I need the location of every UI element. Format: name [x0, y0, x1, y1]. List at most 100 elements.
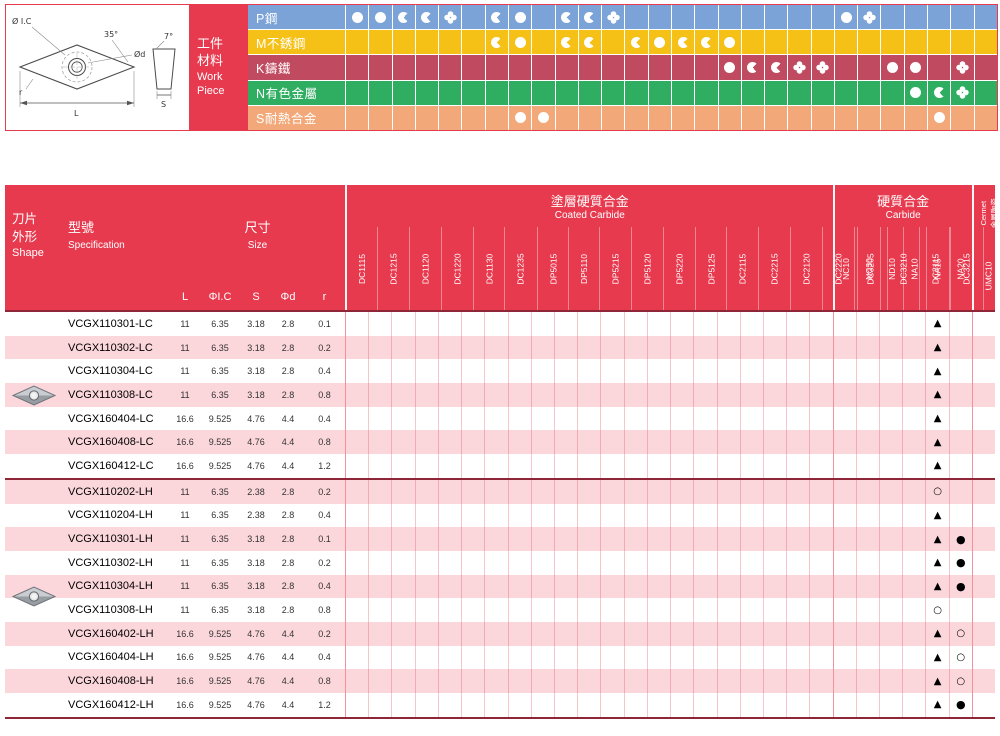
grade-cell-DC1120: [391, 503, 414, 528]
insert-technical-drawing: L Ø I.C 35° Ød r: [6, 5, 190, 130]
grade-cell-DP5120: [553, 621, 577, 646]
mark-triangle: ▲: [933, 365, 942, 377]
grade-cell-NC30: [855, 693, 879, 717]
grade-cell-DP5110: [507, 406, 531, 431]
grade-cell-DP5125: [600, 669, 623, 693]
flower-icon: [956, 61, 969, 74]
shape-cell: [5, 454, 58, 478]
grade-cell-ND10: [879, 430, 902, 455]
grade-cell-DC3220: [809, 598, 832, 622]
grade-cell-DC3215: [786, 430, 809, 455]
grade-cell-DC3115: [762, 527, 786, 551]
grade-cell-DC1120: [391, 527, 414, 551]
grade-cell-DP5215: [530, 312, 554, 336]
grade-cell-DC2215: [646, 669, 670, 693]
grade-cell-DP5015: [484, 527, 507, 551]
grade-cell-DC3215: [786, 669, 809, 693]
mark-triangle: ▲: [933, 318, 942, 330]
empty-cell: [694, 55, 717, 80]
partial-circle-icon: [561, 11, 573, 23]
grade-cell-DC1120: [391, 550, 414, 575]
grade-cell-DP5110: [507, 645, 531, 670]
grade-cell-DC1215: [368, 335, 391, 360]
material-row-M: M不銹鋼: [248, 29, 997, 55]
grade-cell-DC1215: [368, 574, 391, 599]
grade-cell-NA10: [902, 312, 925, 336]
grade-cell-DC2220: [693, 406, 716, 431]
grade-cell-ND10: [879, 383, 902, 407]
dim-cell: 16.6: [176, 652, 194, 663]
grade-column-label: DP5015: [547, 253, 558, 284]
grade-cell-DC3215: [786, 574, 809, 599]
grade-cell-DC1220: [414, 645, 438, 670]
empty-cell: [414, 30, 438, 55]
mark-open-circle: ○: [956, 675, 966, 687]
grade-column-NA20: NA20: [948, 227, 972, 310]
empty-cell: [973, 55, 997, 80]
grade-cell-NA10: [902, 693, 925, 717]
grade-column-DC2220: DC2220: [822, 227, 854, 310]
grade-cell-DC2220: [693, 430, 716, 455]
empty-cell: [345, 55, 368, 80]
grade-cell-DC2215: [646, 335, 670, 360]
flower-icon: [816, 61, 829, 74]
specification-cell: VCGX160408-LC: [68, 436, 154, 449]
table-header: 刀片 外形 Shape 型號 Specification 尺寸 Size L Φ…: [5, 185, 1000, 310]
grade-cell-ND10: [879, 574, 902, 599]
full-circle-icon: [514, 112, 526, 124]
grade-cell-DC1235: [461, 312, 484, 336]
empty-cell: [717, 105, 741, 131]
flower-icon: [444, 10, 457, 24]
table-row-VCGX110304-LH: VCGX110304-LH 11 6.35 3.18 2.8 0.4 ▲ ●: [5, 574, 995, 599]
grade-cell-DC1115: [345, 669, 368, 693]
grade-cell-DP5110: [507, 454, 531, 478]
empty-cell: [507, 80, 531, 105]
grade-cell-DC2115: [623, 550, 647, 575]
grade-cell-DP5110: [507, 550, 531, 575]
grade-column-DC3210: DC3210: [886, 227, 919, 310]
grade-column-NA15: NA15: [925, 227, 949, 310]
grade-cell-DC2120: [670, 598, 693, 622]
grade-cell-DP5215: [530, 645, 554, 670]
empty-cell: [391, 30, 415, 55]
empty-cell: [601, 55, 624, 80]
grade-cell-DC1220: [414, 574, 438, 599]
empty-cell: [647, 80, 671, 105]
grade-cell-DC2215: [646, 574, 670, 599]
grade-cell-NA20: [948, 430, 972, 455]
grade-cell-NA15: ▲: [925, 430, 948, 455]
grade-cell-NA10: [902, 574, 925, 599]
empty-cell: [857, 30, 880, 55]
grade-cell-NC10: [832, 669, 856, 693]
dim-cell: 3.18: [247, 581, 265, 592]
grade-column-label: NA20: [955, 257, 966, 280]
grade-cell-DC2115: [623, 669, 647, 693]
grade-cell-UMC10: [971, 479, 995, 504]
suitability-partial-circle: [554, 30, 578, 55]
grade-cell-NA15: ▲: [925, 669, 948, 693]
full-circle-icon: [910, 62, 922, 73]
grade-column-DP5120: DP5120: [631, 227, 663, 310]
grade-cell-DC1120: [391, 693, 414, 717]
table-row-VCGX110204-LH: VCGX110204-LH 11 6.35 2.38 2.8 0.4 ▲: [5, 503, 995, 528]
dim-cell: 16.6: [176, 437, 194, 448]
grade-cell-DC1235: [461, 693, 484, 717]
mark-triangle: ▲: [933, 342, 942, 354]
material-grid-K: [345, 55, 997, 80]
grade-cell-NA10: [902, 669, 925, 693]
grade-cell-NC30: [855, 312, 879, 336]
grade-column-NA10: NA10: [902, 227, 926, 310]
group-separator: [5, 477, 995, 480]
shape-zh2: 外形: [12, 229, 38, 244]
dim-cell: 16.6: [176, 460, 194, 471]
grade-cell-DC2115: [623, 335, 647, 360]
flower-icon: [956, 86, 969, 99]
insert-photo-lc: [11, 385, 57, 406]
grade-cell-DC2115: [623, 430, 647, 455]
grade-cell-DC3210: [739, 693, 763, 717]
grade-cell-NA15: ▲: [925, 312, 948, 336]
grade-cell-DC1120: [391, 312, 414, 336]
grade-cell-DP5015: [484, 454, 507, 478]
empty-cell: [810, 5, 834, 30]
grade-column-DC1220: DC1220: [440, 227, 473, 310]
